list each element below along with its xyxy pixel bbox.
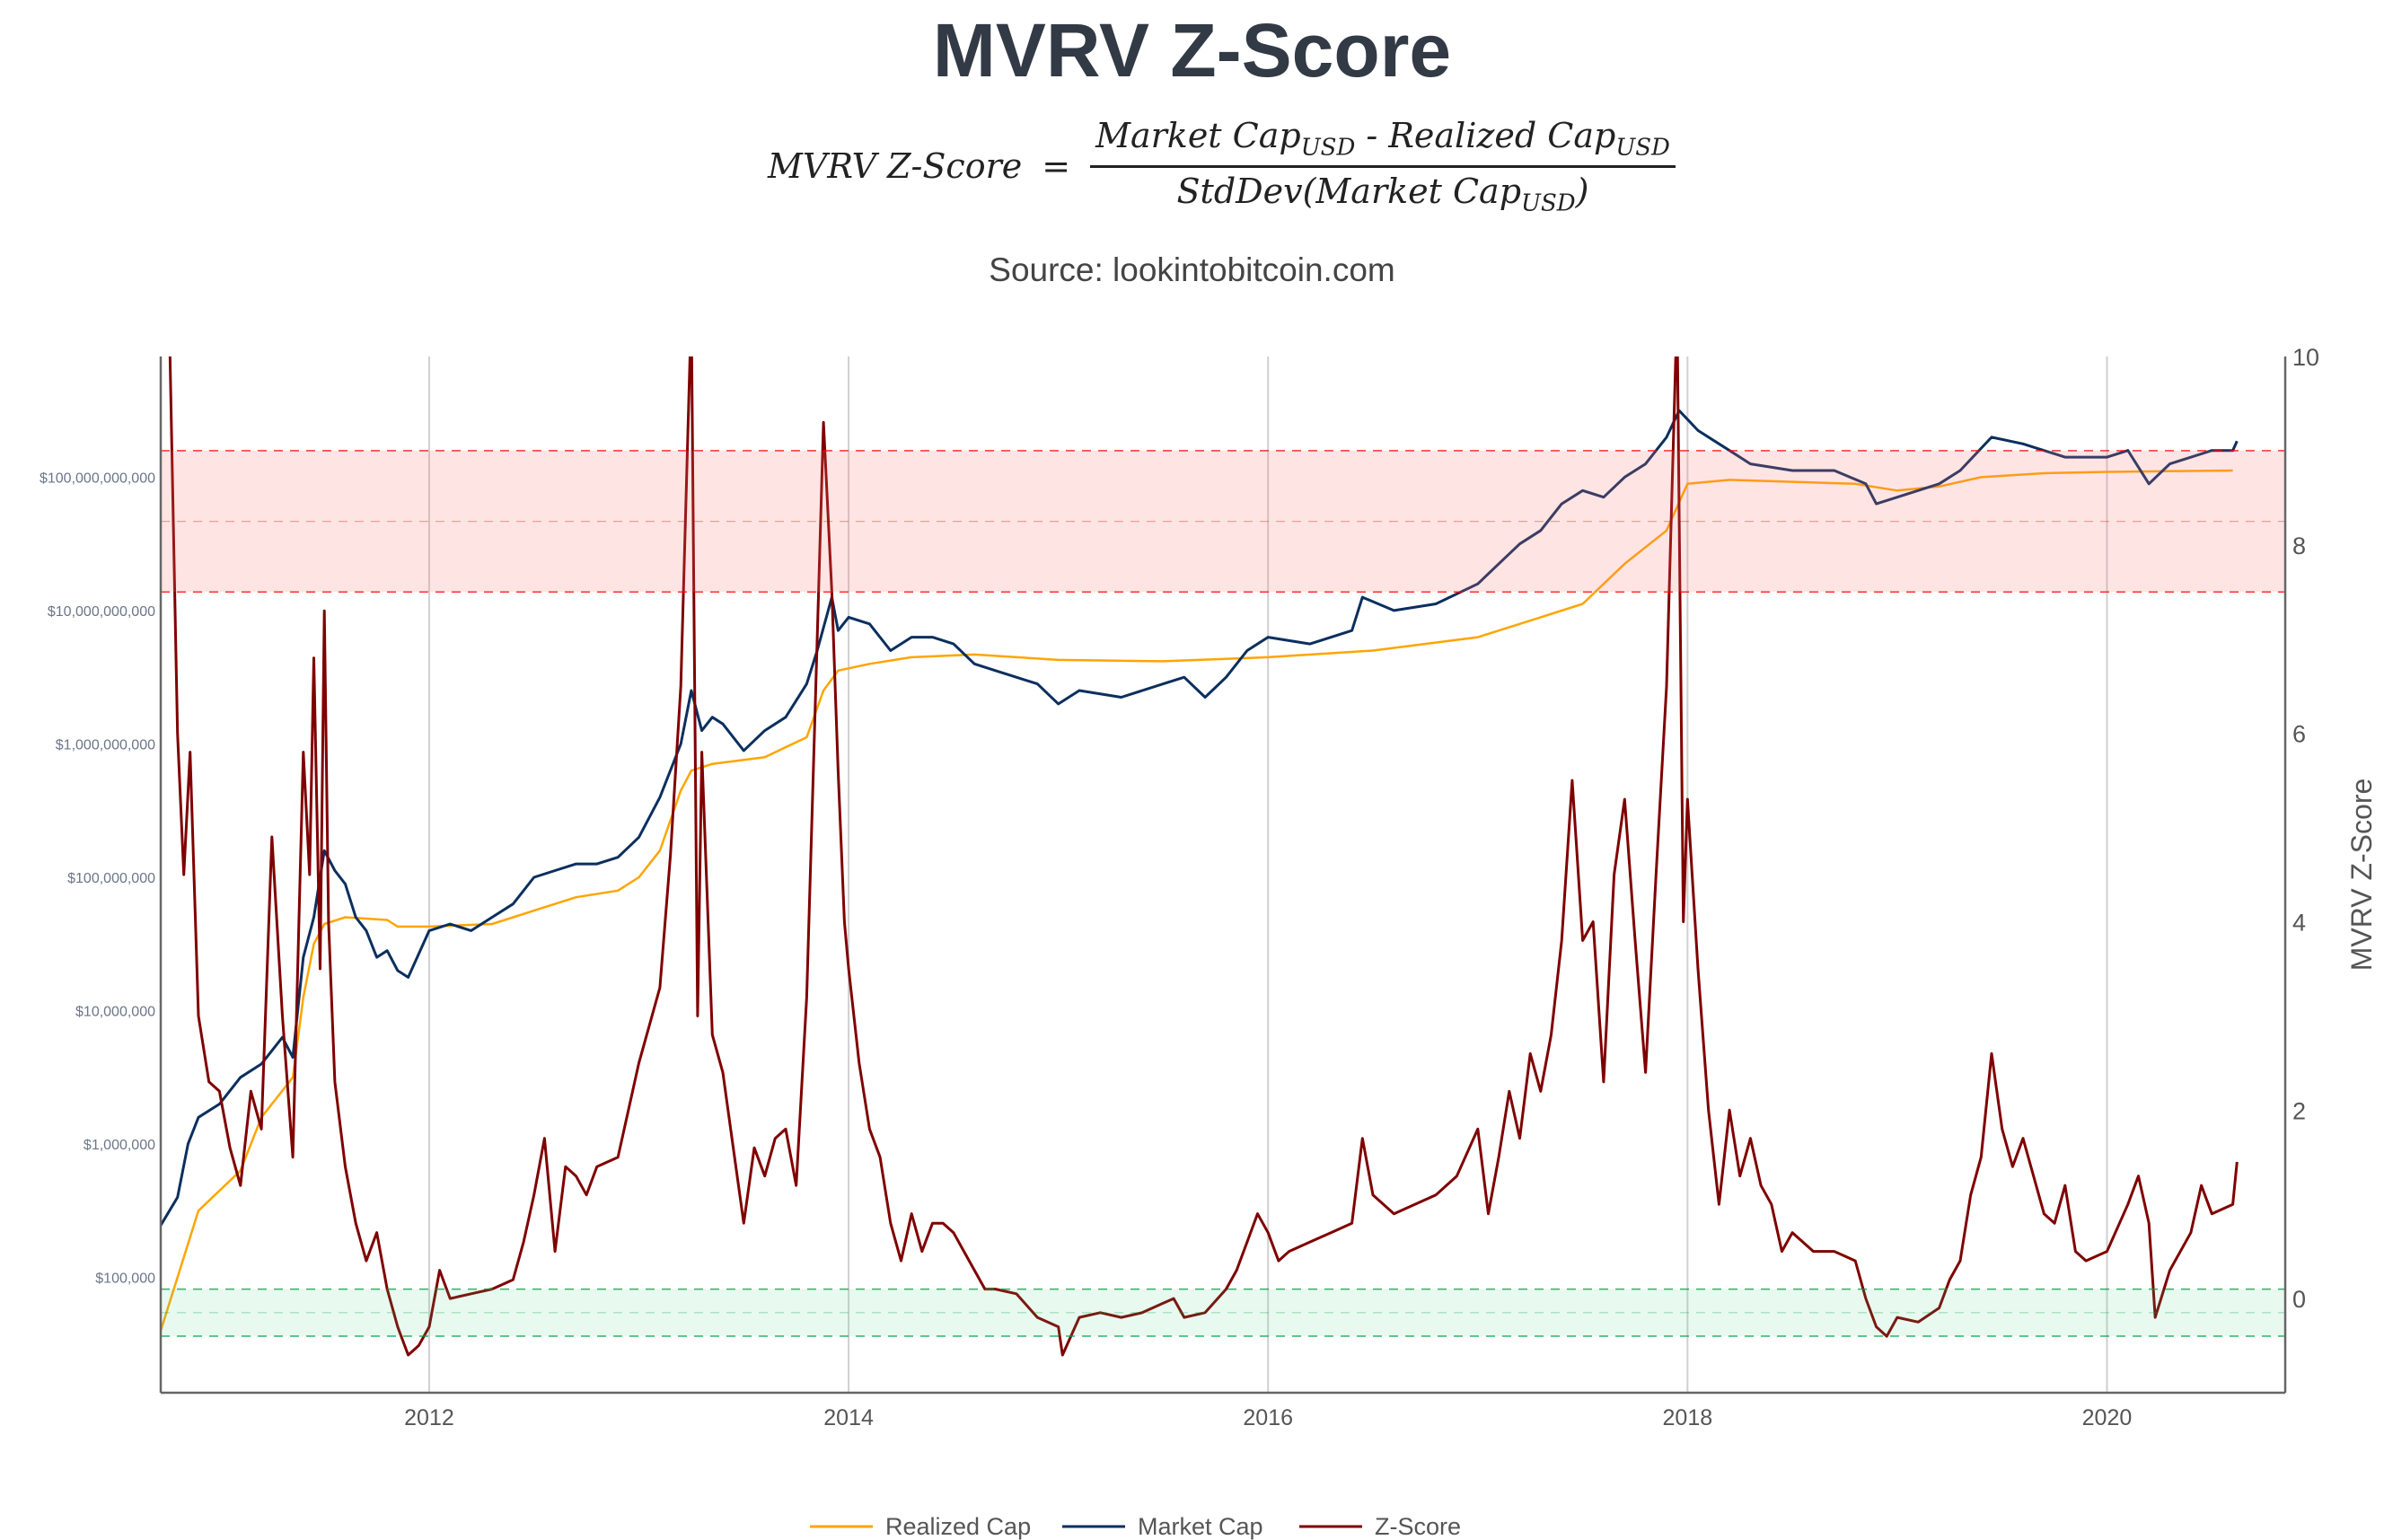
zone-bands [161,450,2285,1337]
right-tick-label: 4 [2292,909,2306,936]
right-tick-label: 8 [2292,532,2306,559]
left-tick-label: $100,000 [95,1272,155,1287]
tick-labels: 2012 2014 2016 2018 2020 $100,000 $1,000,000 $1… [40,344,2319,1430]
numerator-minus: - [1355,115,1389,155]
series-realized-cap [161,469,2233,1332]
series-lines [161,356,2239,1357]
series-z-score [168,356,2239,1357]
formula-fraction: Market CapUSD - Realized CapUSD StdDev(M… [1090,116,1676,216]
formula-equals: = [1042,146,1071,186]
undervalued-zone [161,1289,2285,1337]
formula: MVRV Z-Score = Market CapUSD - Realized … [768,108,1676,224]
left-tick-label: $1,000,000,000 [56,737,155,752]
grid-lines [427,356,2108,1393]
left-tick-label: $10,000,000 [75,1004,155,1019]
x-tick-label: 2020 [2082,1405,2133,1430]
subscript: USD [1615,134,1670,162]
left-tick-label: $100,000,000 [67,871,155,886]
legend-label: Market Cap [1138,1513,1263,1540]
x-tick-label: 2014 [823,1405,874,1430]
formula-denominator: StdDev(Market CapUSD) [1177,168,1589,217]
overvalued-zone [161,450,2285,593]
right-axis-label: MVRV Z-Score [2345,779,2378,972]
denominator-close: ) [1575,171,1589,211]
denominator-stddev: StdDev(Market Cap [1176,171,1522,211]
source-text: Source: lookintobitcoin.com [989,251,1395,288]
numerator-realized-cap: Realized Cap [1388,115,1616,155]
x-tick-label: 2016 [1243,1405,1293,1430]
right-tick-label: 0 [2292,1286,2306,1313]
left-tick-label: $10,000,000,000 [48,604,155,620]
x-tick-label: 2012 [404,1405,454,1430]
subscript: USD [1521,189,1576,217]
legend-label: Z-Score [1375,1513,1461,1540]
formula-lhs: MVRV Z-Score [768,146,1023,186]
legend-label: Realized Cap [885,1513,1031,1540]
x-tick-label: 2018 [1663,1405,1713,1430]
right-tick-label: 6 [2292,721,2306,748]
formula-numerator: Market CapUSD - Realized CapUSD [1090,116,1676,168]
series-market-cap [161,409,2239,1227]
right-tick-label: 10 [2292,344,2319,371]
axes [159,356,2287,1395]
chart-title: MVRV Z-Score [932,8,1452,92]
left-tick-label: $100,000,000,000 [40,471,155,486]
numerator-market-cap: Market Cap [1095,115,1301,155]
right-tick-label: 2 [2292,1097,2306,1124]
left-tick-label: $1,000,000 [84,1138,155,1153]
subscript: USD [1300,134,1356,162]
legend: Realized Cap Market Cap Z-Score [810,1513,1461,1540]
